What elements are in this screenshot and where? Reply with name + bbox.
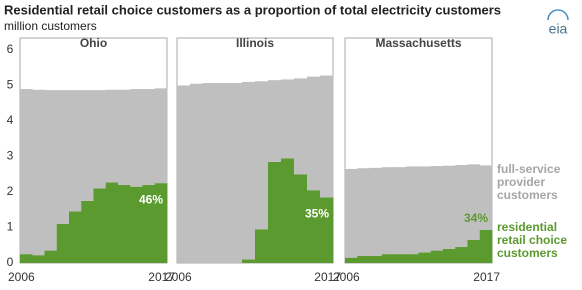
chart-subtitle: million customers bbox=[4, 19, 97, 33]
bar-segment bbox=[281, 158, 295, 263]
bar-segment bbox=[394, 254, 407, 263]
y-tick-label: 5 bbox=[7, 78, 14, 92]
bar-segment bbox=[93, 90, 107, 189]
bar-segment bbox=[369, 167, 383, 256]
bar-segment bbox=[190, 83, 204, 263]
bar-segment bbox=[455, 247, 468, 263]
panel-title: Ohio bbox=[80, 36, 107, 50]
bar-segment bbox=[320, 75, 334, 198]
bar-segment bbox=[381, 167, 395, 255]
bar-segment bbox=[294, 174, 308, 263]
bar-segment bbox=[81, 200, 94, 263]
bar-segment bbox=[467, 239, 481, 263]
bar-segment bbox=[56, 223, 70, 263]
bar-segment bbox=[154, 183, 168, 263]
bar-segment bbox=[418, 252, 432, 263]
bar-segment bbox=[142, 184, 156, 263]
bar-segment bbox=[81, 90, 94, 201]
annotation: 35% bbox=[305, 206, 329, 220]
bar-segment bbox=[242, 259, 256, 263]
bar-segment bbox=[418, 166, 432, 253]
bar-segment bbox=[268, 80, 282, 162]
y-tick-label: 1 bbox=[7, 220, 14, 234]
logo-arc bbox=[547, 9, 569, 21]
bar-segment bbox=[69, 90, 82, 212]
bar-segment bbox=[381, 254, 395, 263]
bar-segment bbox=[20, 254, 33, 263]
bar-segment bbox=[430, 166, 444, 251]
annotation: 34% bbox=[464, 211, 488, 225]
x-tick-label: 2006 bbox=[333, 270, 360, 284]
bar-segment bbox=[69, 211, 82, 263]
bar-segment bbox=[105, 182, 119, 263]
panel-title: Massachusetts bbox=[375, 36, 461, 50]
bar-segment bbox=[357, 255, 370, 263]
bar-segment bbox=[268, 161, 282, 263]
x-tick-label: 2017 bbox=[473, 270, 500, 284]
bar-segment bbox=[242, 81, 256, 260]
bar-segment bbox=[443, 248, 456, 263]
bar-segment bbox=[479, 229, 493, 263]
bar-segment bbox=[130, 186, 143, 263]
y-tick-label: 2 bbox=[7, 184, 14, 198]
bar-segment bbox=[345, 168, 358, 258]
x-tick-label: 2017 bbox=[314, 270, 341, 284]
y-tick-label: 3 bbox=[7, 149, 14, 163]
bar-segment bbox=[32, 89, 45, 256]
bar-segment bbox=[345, 257, 358, 263]
x-tick-label: 2006 bbox=[8, 270, 35, 284]
bar-segment bbox=[307, 76, 321, 191]
bar-segment bbox=[229, 83, 243, 263]
bar-segment bbox=[406, 254, 419, 263]
bar-segment bbox=[44, 250, 58, 263]
x-tick-label: 2006 bbox=[165, 270, 192, 284]
bar-segment bbox=[255, 229, 269, 263]
bar-segment bbox=[369, 255, 383, 263]
y-tick-label: 0 bbox=[7, 255, 14, 269]
x-tick-label: 2017 bbox=[148, 270, 175, 284]
bar-segment bbox=[479, 165, 493, 230]
bar-segment bbox=[105, 89, 119, 183]
bar-segment bbox=[44, 90, 58, 251]
bar-segment bbox=[20, 89, 33, 255]
logo: eia bbox=[549, 21, 568, 37]
bar-segment bbox=[32, 255, 45, 263]
bar-segment bbox=[216, 83, 230, 263]
bar-segment bbox=[357, 168, 370, 256]
bar-segment bbox=[467, 164, 481, 240]
bar-segment bbox=[455, 165, 468, 248]
bar-segment bbox=[130, 89, 143, 187]
bar-segment bbox=[320, 197, 334, 263]
bar-segment bbox=[443, 165, 456, 249]
y-tick-label: 4 bbox=[7, 113, 14, 127]
bar-segment bbox=[142, 89, 156, 185]
bar-segment bbox=[406, 166, 419, 255]
bar-segment bbox=[430, 250, 444, 263]
bar-segment bbox=[255, 81, 269, 230]
panel-title: Illinois bbox=[236, 36, 274, 50]
legend-label: full-service provider customers bbox=[497, 162, 561, 202]
bar-segment bbox=[294, 78, 308, 175]
bar-segment bbox=[281, 79, 295, 159]
legend-label: residential retail choice customers bbox=[497, 220, 568, 260]
bar-segment bbox=[93, 188, 107, 263]
chart-title: Residential retail choice customers as a… bbox=[4, 2, 501, 17]
bar-segment bbox=[118, 89, 131, 185]
y-tick-label: 6 bbox=[7, 42, 14, 56]
bar-segment bbox=[203, 83, 217, 263]
bar-segment bbox=[307, 190, 321, 263]
annotation: 46% bbox=[139, 192, 163, 206]
bar-segment bbox=[56, 90, 70, 224]
bar-segment bbox=[118, 184, 131, 263]
bar-segment bbox=[154, 88, 168, 184]
bar-segment bbox=[177, 85, 191, 263]
bar-segment bbox=[394, 167, 407, 255]
